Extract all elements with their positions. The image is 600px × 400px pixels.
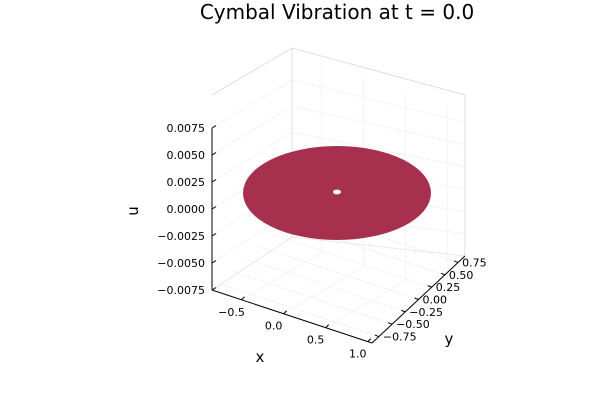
y-tick-mark: [453, 260, 459, 263]
y-grid-line: [271, 233, 432, 288]
z-tick-label: −0.0050: [157, 257, 205, 270]
z-tick-label: 0.0000: [167, 203, 206, 216]
x-grid-line: [325, 280, 406, 328]
z-tick-label: −0.0075: [157, 284, 205, 297]
z-tick-mark: [211, 233, 217, 237]
x-axis-label: x: [256, 348, 265, 366]
y-tick-label: 0.75: [462, 256, 487, 269]
y-grid-line: [258, 246, 419, 300]
z-tick-label: 0.0025: [167, 176, 206, 189]
y-tick-mark: [427, 285, 432, 288]
x-tick-mark: [325, 324, 330, 329]
y-tick-mark: [414, 297, 419, 300]
x-grid-line: [283, 266, 364, 314]
x-tick-mark: [283, 310, 287, 315]
z-axis-ticks: 0.0075 0.0050 0.0025 0.0000 −0.0025 −0.0050 −0…: [157, 122, 217, 297]
z-tick-label: −0.0025: [157, 230, 205, 243]
z-tick-label: 0.0075: [167, 122, 206, 135]
x-tick-mark: [367, 338, 372, 342]
y-axis-label: y: [445, 330, 454, 348]
y-grid-line: [218, 283, 379, 337]
z-grid-line: [211, 236, 466, 291]
y-tick-mark: [374, 334, 380, 338]
y-tick-label: −0.75: [383, 331, 417, 344]
z-tick-label: 0.0050: [167, 149, 206, 162]
y-tick-label: 0.50: [449, 269, 474, 282]
x-tick-label: 1.0: [349, 348, 367, 361]
z-grid-line: [211, 132, 466, 183]
y-grid-line: [231, 270, 393, 325]
y-axis-ticks: 0.750.500.250.00−0.25−0.50−0.75: [374, 256, 487, 344]
z-grid-line: [211, 105, 466, 156]
x-tick-label: −0.5: [218, 306, 245, 319]
y-tick-label: −0.50: [396, 318, 430, 331]
x-axis-ticks: −0.5 0.0 0.5 1.0: [218, 296, 372, 361]
z-tick-mark: [211, 206, 217, 210]
y-tick-label: 0.00: [423, 294, 448, 307]
y-tick-mark: [440, 272, 446, 276]
z-tick-mark: [211, 179, 217, 183]
x-tick-mark: [241, 296, 245, 301]
y-tick-mark: [401, 309, 406, 313]
surface-disk: [243, 146, 431, 240]
x-tick-label: 0.0: [265, 320, 283, 333]
chart-title: Cymbal Vibration at t = 0.0: [200, 0, 474, 24]
x-tick-label: 0.5: [307, 334, 325, 347]
y-tick-label: −0.25: [409, 306, 443, 319]
x-grid-line: [241, 252, 322, 301]
x-grid-line: [367, 294, 448, 342]
z-tick-mark: [211, 125, 217, 129]
x-axis-line: [211, 289, 373, 344]
z-tick-mark: [211, 152, 217, 156]
z-tick-mark: [211, 287, 217, 291]
z-grid-line: [211, 79, 466, 129]
cymbal-center-hole: [333, 189, 341, 195]
y-tick-label: 0.25: [436, 281, 461, 294]
z-tick-mark: [211, 260, 217, 264]
z-axis-label: u: [124, 206, 142, 216]
y-grid-line: [245, 258, 406, 313]
y-tick-mark: [387, 322, 393, 325]
